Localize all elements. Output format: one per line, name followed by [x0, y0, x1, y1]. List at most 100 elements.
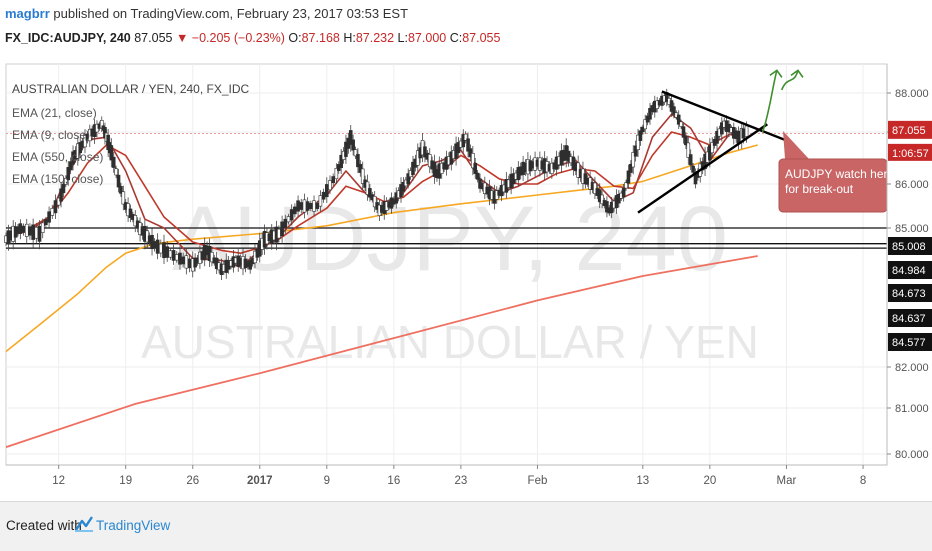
series-line-ema-150-close- [5, 144, 758, 353]
candle-body [672, 106, 676, 115]
candle-body [31, 224, 35, 240]
last-price-label: 87.055 [892, 125, 926, 137]
x-tick-label: 9 [324, 475, 330, 487]
candle-body [114, 168, 118, 176]
candle-body [21, 225, 26, 233]
candle-body [686, 142, 691, 158]
candle-body [171, 250, 176, 261]
high-value: 87.232 [355, 31, 395, 45]
close-value: 87.055 [462, 31, 501, 45]
tradingview-logo-icon[interactable] [74, 515, 94, 533]
quote-line: FX_IDC:AUDJPY, 240 87.055 ▼ −0.205 (−0.2… [5, 31, 500, 45]
symbol-label[interactable]: FX_IDC:AUDJPY, 240 [5, 31, 131, 45]
x-tick-label: 13 [636, 475, 649, 487]
candle-body [68, 161, 73, 171]
candle-body [334, 168, 339, 180]
publish-text: published on TradingView.com, February 2… [53, 6, 409, 21]
y-tick-label: 86.000 [895, 179, 929, 191]
candle-body [328, 180, 332, 191]
candle-body [710, 142, 715, 154]
candle-body [37, 225, 42, 242]
x-tick-label: 26 [186, 475, 199, 487]
countdown-label: 1:06:57 [892, 148, 929, 160]
candle-body [411, 161, 415, 175]
annotation-text: AUDJPY watch here [785, 167, 894, 181]
candle-body [358, 163, 363, 173]
level-badge [888, 309, 932, 327]
breakout-arrow-head [790, 69, 804, 78]
legend-entry: EMA (9, close) [12, 128, 90, 142]
candle-body [643, 119, 648, 130]
candle-body [679, 121, 683, 127]
candle-body [356, 154, 360, 168]
candle-body [61, 183, 66, 194]
last-price-badge [888, 120, 932, 139]
breakout-arrow [780, 70, 799, 91]
x-tick-label: 19 [119, 475, 132, 487]
breakout-arrow [761, 70, 778, 133]
candle-body [47, 211, 51, 223]
candle-body [248, 260, 252, 270]
candle-body [66, 167, 71, 181]
candle-body [473, 162, 478, 174]
candle-body [286, 216, 291, 223]
tradingview-brand-link[interactable]: TradingView [96, 518, 171, 533]
candle-body [168, 250, 173, 258]
candle-body [621, 188, 626, 198]
x-tick-label: 12 [52, 475, 65, 487]
author-link[interactable]: magbrr [5, 6, 50, 21]
watermark-name: AUSTRALIAN DOLLAR / YEN [141, 316, 759, 368]
candle-body [116, 174, 121, 188]
candle-body [321, 191, 326, 200]
created-with-label: Created with [6, 518, 82, 533]
trendline [661, 90, 792, 144]
candle-body [641, 126, 645, 133]
candle-body [187, 258, 192, 269]
chart-header: magbrr published on TradingView.com, Feb… [0, 0, 932, 56]
candle-body [600, 194, 604, 205]
x-tick-label: 16 [387, 475, 400, 487]
x-tick-label: 8 [860, 475, 866, 487]
price-chart[interactable]: AUDJPY, 240 AUSTRALIAN DOLLAR / YEN AUDJPY… [0, 56, 932, 501]
breakout-arrow-head [769, 69, 783, 78]
open-label: O: [288, 31, 302, 45]
candle-body [53, 200, 58, 214]
legend-entry: EMA (550, close) [12, 150, 103, 164]
candle-body [44, 219, 48, 226]
candle-body [302, 199, 307, 213]
candle-body [119, 186, 123, 194]
x-tick-label: Feb [528, 475, 548, 487]
series-line-ema-550-close- [5, 255, 758, 448]
candle-body [24, 223, 29, 237]
candle-body [681, 126, 686, 138]
candle-body [638, 130, 643, 141]
candle-body [40, 222, 45, 233]
y-tick-label: 80.000 [895, 449, 929, 461]
candle-body [56, 197, 61, 206]
candle-body [344, 141, 348, 157]
candle-body [178, 252, 182, 265]
candle-body [669, 100, 674, 112]
candle-body [299, 202, 304, 210]
candle-body [648, 108, 652, 120]
watermark-symbol: AUDJPY, 240 [172, 188, 728, 290]
candle-body [121, 191, 126, 205]
candle-body [466, 138, 470, 152]
high-label: H: [343, 31, 356, 45]
candle-body [64, 177, 68, 185]
candle-body [293, 206, 297, 215]
candle-body [691, 165, 695, 173]
low-value: 87.000 [407, 31, 447, 45]
level-label: 85.008 [892, 241, 926, 253]
candle-body [152, 241, 157, 249]
candle-body [475, 172, 480, 180]
last-price: 87.055 [134, 31, 173, 45]
y-tick-label: 88.000 [895, 88, 929, 100]
candle-body [468, 148, 473, 158]
candle-body [605, 201, 609, 213]
close-label: C: [449, 31, 463, 45]
candle-body [318, 195, 323, 207]
candle-body [633, 145, 638, 157]
chart-area[interactable]: AUDJPY, 240 AUSTRALIAN DOLLAR / YEN AUDJPY… [0, 56, 932, 501]
candle-body [59, 188, 63, 202]
